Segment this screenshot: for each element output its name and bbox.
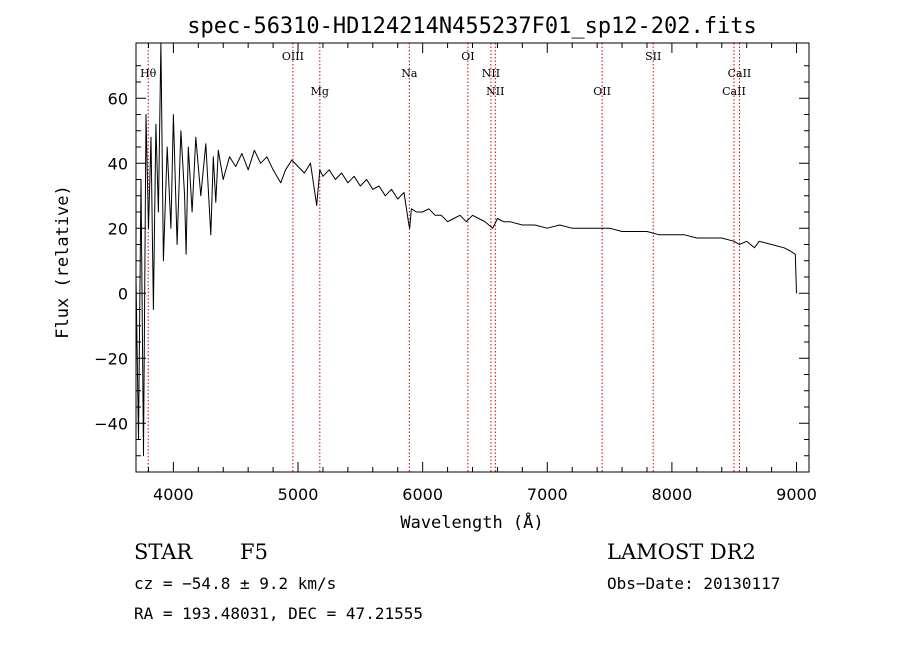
x-tick-label: 6000 [402, 485, 443, 504]
y-tick-label: 20 [108, 219, 128, 238]
x-tick-label: 8000 [652, 485, 693, 504]
spectral-line-label: Na [401, 67, 418, 80]
spectral-line-label: NII [482, 67, 500, 80]
survey-name: LAMOST DR2 [607, 540, 756, 564]
x-tick-label: 4000 [153, 485, 194, 504]
spectral-line-markers: Hθ OIII Mg Na OI NII NII OII SII CaII CaII [140, 43, 751, 472]
x-tick-label: 5000 [278, 485, 319, 504]
coordinates-text: RA = 193.48031, DEC = 47.21555 [134, 604, 423, 623]
spectral-line-label: NII [486, 85, 504, 98]
x-axis: 4000 5000 6000 7000 8000 9000 [147, 43, 817, 504]
y-tick-label: 40 [108, 154, 128, 173]
spectral-line-label: Mg [311, 85, 329, 98]
chart-title: spec-56310-HD124214N455237F01_sp12-202.f… [187, 14, 757, 39]
spectral-line-label: SII [645, 50, 661, 63]
x-tick-label: 7000 [527, 485, 568, 504]
spectrum-series [135, 42, 797, 457]
spectral-line-label: OI [461, 50, 474, 63]
y-tick-label: −40 [94, 414, 128, 433]
x-tick-label: 9000 [776, 485, 817, 504]
spectral-line-label: OIII [282, 50, 304, 63]
plot-frame [135, 42, 810, 473]
spectral-line-label: CaII [722, 85, 746, 98]
spectral-line-label: OII [593, 85, 611, 98]
spectral-line-label: Hθ [140, 67, 157, 80]
spectral-line-label: CaII [728, 67, 752, 80]
redshift-text: cz = −54.8 ± 9.2 km/s [134, 574, 336, 593]
spectrum-line [135, 42, 797, 457]
y-tick-label: 0 [118, 284, 128, 303]
y-tick-label: −20 [94, 349, 128, 368]
x-axis-title: Wavelength (Å) [400, 511, 543, 533]
y-axis-title: Flux (relative) [53, 185, 73, 339]
y-axis: −40 −20 0 20 40 60 [94, 65, 809, 457]
y-tick-label: 60 [108, 89, 128, 108]
object-subclass: F5 [240, 540, 268, 564]
obs-date-text: Obs−Date: 20130117 [607, 574, 780, 593]
object-class: STAR [134, 540, 193, 564]
